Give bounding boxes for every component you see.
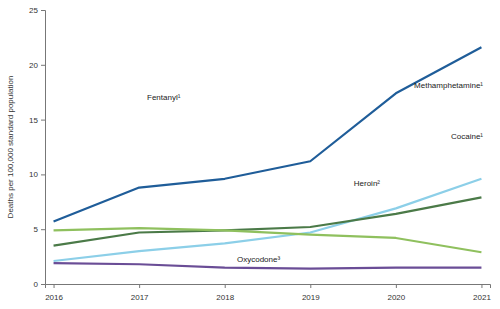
y-tick: 25 — [29, 6, 45, 15]
x-tick-label: 2018 — [216, 293, 234, 302]
y-tick-label: 20 — [29, 61, 38, 70]
y-tick-mark — [41, 10, 45, 11]
series-label: Methamphetamine¹ — [414, 81, 483, 90]
x-tick: 2017 — [131, 284, 149, 302]
x-tick-mark — [310, 284, 311, 288]
x-axis-line — [46, 285, 491, 289]
x-tick-label: 2021 — [473, 293, 491, 302]
y-tick-mark — [41, 174, 45, 175]
series-label: Fentanyl¹ — [147, 93, 181, 102]
y-tick-mark — [41, 229, 45, 230]
x-tick-mark — [481, 284, 482, 288]
y-tick: 15 — [29, 116, 45, 125]
x-tick-mark — [54, 284, 55, 288]
x-tick: 2020 — [387, 284, 405, 302]
x-tick: 2018 — [216, 284, 234, 302]
series-label: Oxycodone³ — [237, 255, 280, 264]
x-tick-mark — [225, 284, 226, 288]
x-axis: 2016 2017 2018 2019 2020 2021 — [45, 284, 491, 302]
y-tick-label: 25 — [29, 6, 38, 15]
series-label: Cocaine¹ — [451, 132, 483, 141]
series-line — [54, 228, 482, 252]
y-tick: 10 — [29, 170, 45, 179]
y-tick-mark — [41, 120, 45, 121]
x-tick: 2021 — [473, 284, 491, 302]
x-tick-mark — [396, 284, 397, 288]
x-tick-label: 2016 — [45, 293, 63, 302]
x-tick-label: 2017 — [131, 293, 149, 302]
series-line — [54, 197, 482, 245]
series-line — [54, 47, 482, 221]
y-tick-label: 0 — [34, 280, 39, 289]
x-tick-mark — [139, 284, 140, 288]
y-tick: 5 — [34, 225, 45, 234]
series-label: Heroin² — [354, 179, 381, 188]
y-axis-line — [41, 11, 46, 285]
y-tick-label: 15 — [29, 116, 38, 125]
plot: 0 5 10 15 20 25 2016 2017 2018 2019 2020 2021 Fentan… — [29, 6, 491, 302]
chart: 0 5 10 15 20 25 2016 2017 2018 2019 2020 2021 Fentan… — [0, 0, 500, 309]
y-tick-mark — [41, 65, 45, 66]
x-tick-label: 2019 — [302, 293, 320, 302]
x-tick: 2019 — [302, 284, 320, 302]
y-tick-label: 10 — [29, 170, 38, 179]
series-line — [54, 179, 482, 261]
y-tick: 0 — [34, 280, 45, 289]
y-axis: 0 5 10 15 20 25 — [29, 6, 45, 289]
y-tick-label: 5 — [34, 225, 39, 234]
y-axis-title: Deaths per 100,000 standard population — [6, 76, 15, 219]
x-tick-label: 2020 — [387, 293, 405, 302]
x-tick: 2016 — [45, 284, 63, 302]
y-tick: 20 — [29, 61, 45, 70]
y-tick-mark — [41, 284, 45, 285]
